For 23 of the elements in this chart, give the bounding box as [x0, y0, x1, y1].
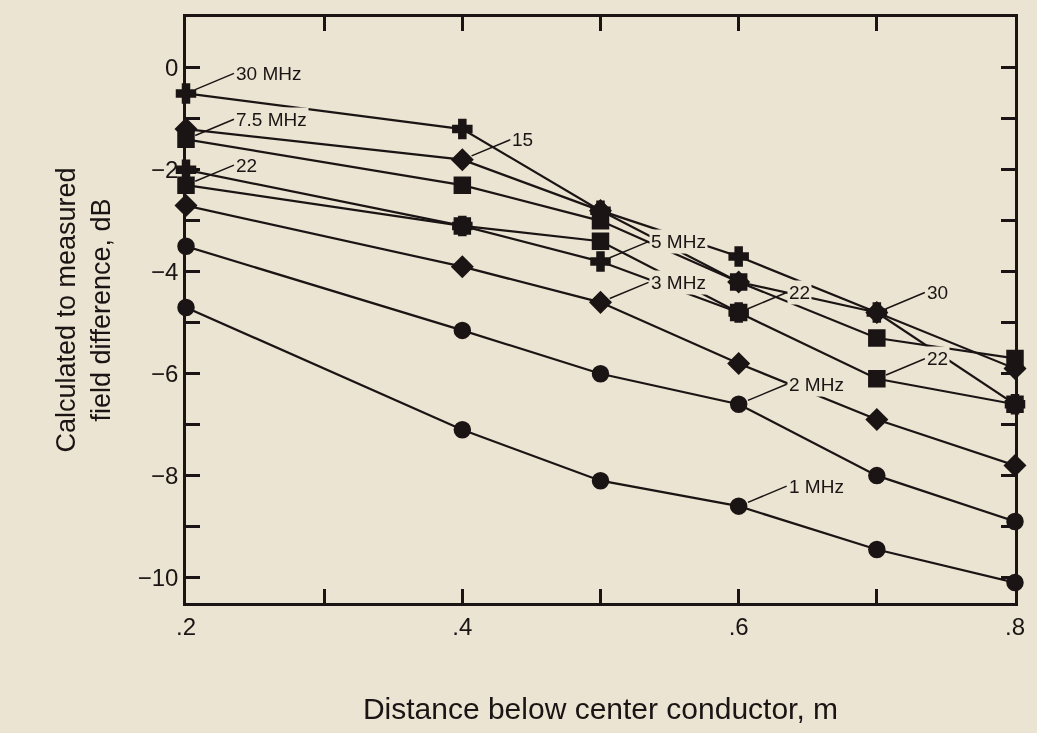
x-tick-label: .8 — [1004, 612, 1026, 640]
y-tick-label: −10 — [137, 563, 179, 591]
annotation: 5 MHz — [651, 231, 706, 252]
annotation: 7.5 MHz — [236, 109, 307, 130]
y-tick-label: −4 — [151, 258, 179, 286]
annotation: 22 — [927, 348, 949, 369]
annotation: 22 — [789, 282, 811, 303]
annotation: 15 — [512, 129, 534, 150]
x-tick-label: .6 — [728, 612, 749, 640]
annotation: 2 MHz — [789, 374, 844, 395]
y-tick-label: −6 — [151, 360, 179, 388]
x-axis-title: Distance below center conductor, m — [362, 692, 839, 726]
annotation: 22 — [236, 155, 258, 176]
y-tick-label: 0 — [165, 54, 179, 82]
annotation: 30 MHz — [236, 63, 302, 84]
annotation: 1 MHz — [789, 476, 844, 497]
annotation: 3 MHz — [651, 272, 706, 293]
y-tick-label: −8 — [151, 462, 179, 490]
y-tick-label: −2 — [151, 156, 179, 184]
x-tick-label: .2 — [175, 612, 197, 640]
y-axis-title: Calculated to measured field difference, dB — [50, 167, 116, 453]
annotation: 30 — [927, 282, 949, 303]
x-tick-label: .4 — [452, 612, 473, 640]
